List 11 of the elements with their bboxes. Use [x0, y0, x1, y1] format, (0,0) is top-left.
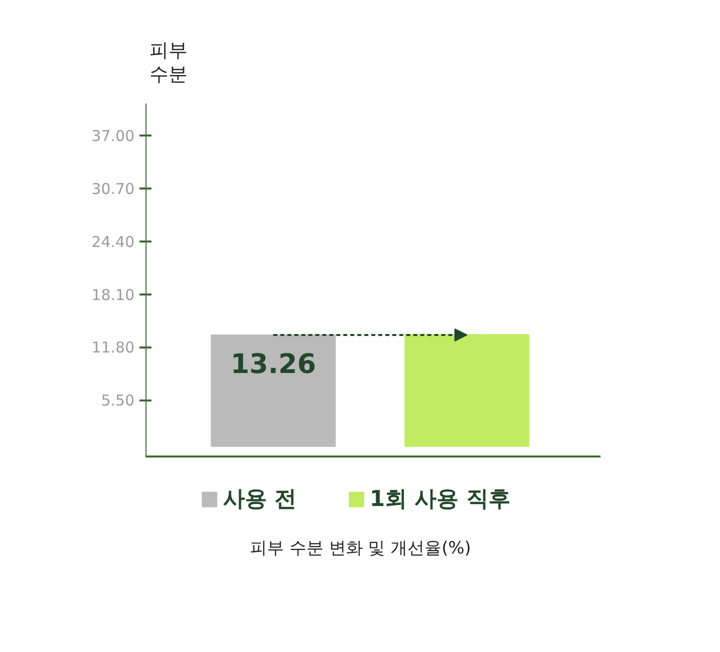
- legend-label: 1회 사용 직후: [370, 486, 510, 514]
- text: 피부 수분 변화 및 개선율(%): [250, 538, 472, 558]
- data-label: 13.26: [230, 348, 316, 380]
- legend-label: 사용 전: [223, 486, 297, 514]
- y-tick-label: 37.00: [92, 126, 135, 145]
- y-tick-label: 24.40: [92, 232, 135, 251]
- y-tick-label: 5.50: [101, 392, 135, 410]
- y-tick-label: 18.10: [92, 286, 135, 304]
- y-tick-label: 30.70: [92, 180, 135, 198]
- y-tick-label: 11.80: [92, 338, 135, 357]
- y-axis-title: 피부 수분: [150, 40, 188, 86]
